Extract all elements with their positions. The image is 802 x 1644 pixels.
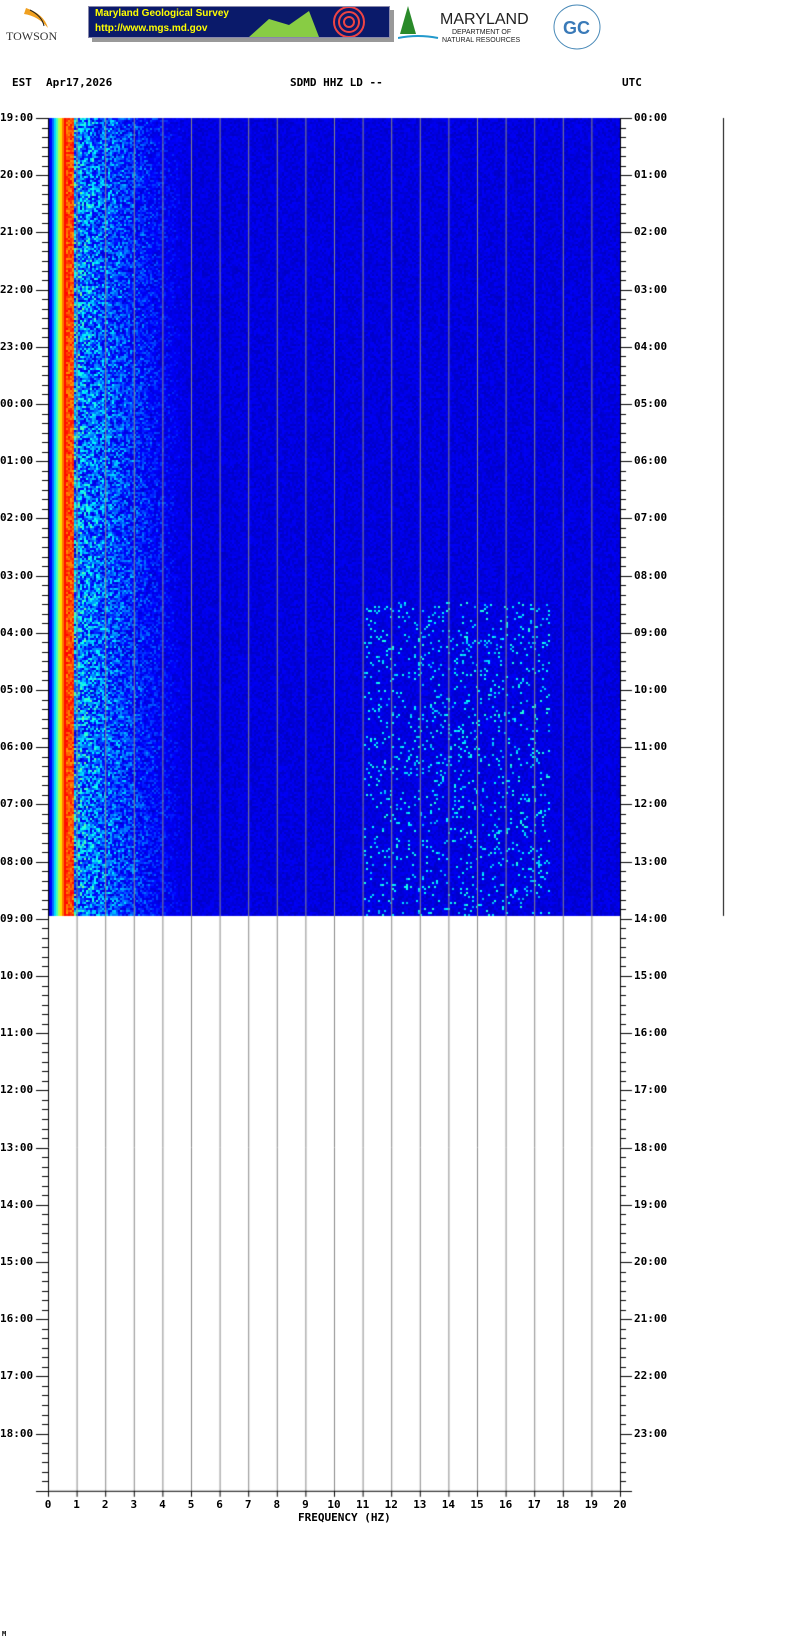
x-tick-label: 1: [73, 1497, 80, 1511]
right-y-tick-label: 15:00: [634, 969, 668, 982]
right-timezone: UTC: [622, 76, 642, 89]
right-y-tick-label: 07:00: [634, 511, 668, 525]
x-tick-label: 15: [470, 1497, 484, 1511]
x-tick-label: 2: [101, 1497, 109, 1511]
right-y-tick-label: 03:00: [634, 282, 668, 296]
x-tick-label: 13: [413, 1497, 427, 1511]
right-y-tick-label: 18:00: [634, 1140, 668, 1154]
x-tick-label: 20: [613, 1497, 627, 1511]
right-y-tick-label: 00:00: [634, 111, 668, 124]
left-y-tick-label: 23:00: [0, 339, 34, 353]
left-y-tick-label: 17:00: [0, 1369, 34, 1383]
x-tick-label: 16: [499, 1497, 513, 1511]
left-y-tick-label: 18:00: [0, 1426, 34, 1440]
left-y-tick-label: 14:00: [0, 1197, 34, 1211]
left-y-tick-label: 05:00: [0, 683, 34, 696]
right-y-tick-label: 08:00: [634, 568, 668, 582]
x-tick-label: 17: [527, 1497, 541, 1511]
left-y-tick-label: 02:00: [0, 511, 34, 525]
x-tick-label: 9: [302, 1497, 309, 1511]
left-y-tick-label: 04:00: [0, 625, 34, 639]
left-y-tick-label: 00:00: [0, 397, 34, 410]
left-y-tick-label: 22:00: [0, 282, 34, 296]
x-tick-label: 11: [356, 1497, 370, 1511]
svg-text:DEPARTMENT OF: DEPARTMENT OF: [452, 29, 511, 36]
x-tick-label: 6: [216, 1497, 223, 1511]
right-y-tick-label: 04:00: [634, 339, 668, 353]
banner-title: Maryland Geological Survey: [95, 8, 229, 19]
x-tick-label: 19: [584, 1497, 599, 1511]
towson-logo: TOWSON: [4, 6, 68, 46]
right-y-tick-label: 06:00: [634, 454, 668, 468]
x-tick-label: 10: [327, 1497, 341, 1511]
left-y-tick-label: 13:00: [0, 1140, 34, 1154]
left-y-tick-label: 08:00: [0, 854, 34, 868]
right-y-tick-label: 16:00: [634, 1026, 668, 1040]
left-y-tick-label: 01:00: [0, 454, 34, 468]
svg-text:NATURAL RESOURCES: NATURAL RESOURCES: [442, 37, 521, 44]
left-y-tick-label: 19:00: [0, 111, 34, 124]
right-y-tick-label: 13:00: [634, 854, 668, 868]
right-y-tick-label: 22:00: [634, 1369, 668, 1383]
right-y-tick-label: 10:00: [634, 683, 668, 696]
left-y-tick-label: 20:00: [0, 168, 34, 182]
right-y-tick-label: 09:00: [634, 625, 668, 639]
mgs-banner[interactable]: Maryland Geological Survey http://www.mg…: [88, 6, 390, 38]
right-y-tick-label: 17:00: [634, 1083, 668, 1097]
x-tick-label: 3: [130, 1497, 138, 1511]
right-y-tick-label: 19:00: [634, 1197, 668, 1211]
right-y-tick-label: 21:00: [634, 1312, 668, 1326]
right-y-tick-label: 20:00: [634, 1255, 668, 1268]
right-y-tick-label: 23:00: [634, 1426, 668, 1440]
left-y-tick-label: 12:00: [0, 1083, 34, 1097]
dnr-logo: MARYLAND DEPARTMENT OF NATURAL RESOURCES: [397, 4, 548, 44]
x-tick-label: 12: [384, 1497, 398, 1511]
x-axis-label: FREQUENCY (HZ): [298, 1511, 391, 1524]
x-tick-label: 7: [244, 1497, 252, 1511]
right-y-tick-label: 05:00: [634, 397, 668, 410]
date-label: Apr17,2026: [46, 76, 113, 89]
right-y-tick-label: 02:00: [634, 225, 668, 239]
left-y-tick-label: 15:00: [0, 1255, 34, 1268]
left-y-tick-label: 21:00: [0, 225, 34, 239]
gc-logo: GC: [552, 3, 602, 51]
svg-text:TOWSON: TOWSON: [6, 29, 57, 43]
right-y-tick-label: 12:00: [634, 797, 668, 811]
left-timezone: EST: [12, 76, 32, 89]
right-y-tick-label: 14:00: [634, 911, 668, 925]
svg-text:GC: GC: [563, 18, 590, 38]
left-y-tick-label: 06:00: [0, 740, 34, 754]
x-tick-label: 18: [556, 1497, 570, 1511]
x-tick-label: 5: [187, 1497, 195, 1511]
x-tick-label: 0: [44, 1497, 52, 1511]
left-y-tick-label: 10:00: [0, 969, 34, 982]
left-y-tick-label: 03:00: [0, 568, 34, 582]
right-y-tick-label: 01:00: [634, 168, 668, 182]
left-y-tick-label: 11:00: [0, 1026, 34, 1040]
banner-url[interactable]: http://www.mgs.md.gov: [95, 23, 208, 34]
station-label: SDMD HHZ LD --: [290, 76, 383, 89]
x-tick-label: 14: [441, 1497, 456, 1511]
left-y-tick-label: 07:00: [0, 797, 34, 811]
left-y-tick-label: 09:00: [0, 911, 34, 925]
svg-text:MARYLAND: MARYLAND: [440, 11, 529, 28]
x-tick-label: 4: [159, 1497, 166, 1511]
x-tick-label: 8: [273, 1497, 281, 1511]
left-y-tick-label: 16:00: [0, 1312, 34, 1326]
right-y-tick-label: 11:00: [634, 740, 668, 754]
footer-mark: M: [2, 1630, 7, 1638]
